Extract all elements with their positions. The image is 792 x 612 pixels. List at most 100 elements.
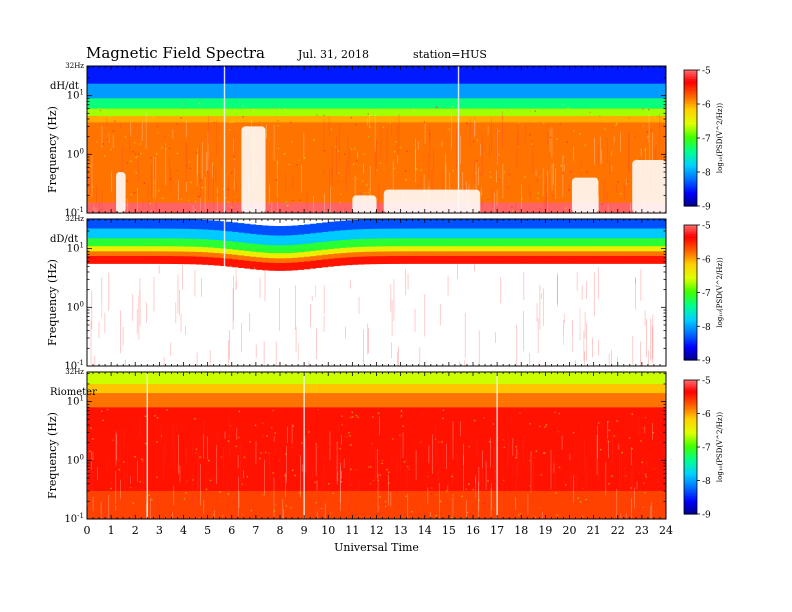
texture-speckle xyxy=(337,181,340,183)
texture-speckle xyxy=(251,108,253,111)
texture-speckle xyxy=(556,138,558,140)
freq-band xyxy=(527,246,534,252)
freq-band xyxy=(129,228,136,239)
freq-band xyxy=(653,263,661,366)
colorbar-cell xyxy=(684,94,697,98)
freq-band xyxy=(334,240,341,249)
freq-band xyxy=(231,241,239,251)
freq-band xyxy=(225,241,233,250)
colorbar-cell xyxy=(684,113,697,116)
texture-speckle xyxy=(641,461,643,464)
freq-band xyxy=(370,228,377,240)
texture-speckle xyxy=(608,483,610,485)
freq-band xyxy=(454,263,462,366)
texture-speckle xyxy=(641,427,644,429)
freq-band xyxy=(364,238,371,248)
texture-speckle xyxy=(350,148,353,150)
texture-speckle xyxy=(220,500,223,503)
x-tick-label: 0 xyxy=(84,524,91,537)
freq-band xyxy=(346,229,353,241)
freq-band xyxy=(406,255,414,265)
freq-band xyxy=(195,264,203,366)
x-tick-label: 15 xyxy=(442,524,456,537)
freq-band xyxy=(213,240,221,249)
texture-speckle xyxy=(369,126,371,128)
freq-band xyxy=(195,256,203,266)
colorbar-cell xyxy=(684,447,697,450)
colorbar-cell xyxy=(684,101,697,105)
freq-band xyxy=(617,228,625,239)
texture-speckle xyxy=(106,442,109,445)
freq-band xyxy=(147,263,154,366)
freq-band xyxy=(213,265,221,366)
freq-band xyxy=(189,246,197,253)
texture-speckle xyxy=(481,437,483,439)
colorbar-cell xyxy=(684,104,697,107)
freq-band xyxy=(587,219,595,230)
colorbar-cell xyxy=(684,346,697,350)
freq-band xyxy=(141,219,148,230)
freq-band xyxy=(105,263,112,366)
freq-band xyxy=(641,219,649,230)
freq-band xyxy=(87,115,666,123)
texture-speckle xyxy=(135,153,137,155)
texture-speckle xyxy=(558,211,560,213)
colorbar-cell xyxy=(684,274,697,278)
texture-speckle xyxy=(276,162,279,164)
colorbar-cell xyxy=(684,151,697,155)
texture-speckle xyxy=(279,117,281,119)
freq-band xyxy=(292,252,299,259)
freq-band xyxy=(593,246,601,252)
freq-band xyxy=(147,238,154,247)
quiet-region xyxy=(383,189,481,213)
texture-speckle xyxy=(409,436,411,438)
freq-band xyxy=(243,233,251,244)
colorbar-cell xyxy=(684,351,697,354)
colorbar-cell xyxy=(684,201,697,205)
texture-speckle xyxy=(292,199,294,202)
texture-speckle xyxy=(648,109,650,111)
freq-band xyxy=(418,255,426,265)
freq-band xyxy=(563,255,570,265)
texture-speckle xyxy=(316,114,318,116)
texture-speckle xyxy=(617,181,619,183)
freq-band xyxy=(111,263,118,366)
freq-band xyxy=(617,263,625,366)
freq-band xyxy=(563,246,570,252)
texture-speckle xyxy=(265,451,267,454)
freq-band xyxy=(370,238,377,248)
texture-speckle xyxy=(370,466,372,468)
freq-band xyxy=(93,255,100,265)
freq-band xyxy=(629,255,637,265)
texture-speckle xyxy=(451,106,454,108)
freq-band xyxy=(448,238,456,247)
texture-speckle xyxy=(507,186,510,189)
texture-speckle xyxy=(367,466,370,468)
texture-speckle xyxy=(160,435,163,437)
freq-band xyxy=(352,219,359,230)
freq-band xyxy=(647,228,655,239)
texture-speckle xyxy=(292,413,294,415)
freq-band xyxy=(177,264,184,366)
freq-band xyxy=(147,251,154,257)
texture-speckle xyxy=(132,150,134,153)
freq-band xyxy=(207,239,215,248)
texture-speckle xyxy=(376,169,378,171)
freq-band xyxy=(207,257,215,266)
texture-speckle xyxy=(547,125,549,127)
freq-band xyxy=(153,228,160,239)
texture-speckle xyxy=(120,515,123,518)
texture-speckle xyxy=(198,517,201,519)
texture-speckle xyxy=(194,200,197,203)
texture-speckle xyxy=(357,416,359,419)
texture-speckle xyxy=(405,495,407,498)
freq-band xyxy=(491,228,498,239)
freq-band xyxy=(485,238,492,247)
colorbar-cell xyxy=(684,442,697,446)
texture-speckle xyxy=(446,138,448,140)
freq-band xyxy=(430,246,438,252)
freq-band xyxy=(177,256,184,265)
freq-band xyxy=(503,251,510,257)
freq-band xyxy=(551,238,558,247)
